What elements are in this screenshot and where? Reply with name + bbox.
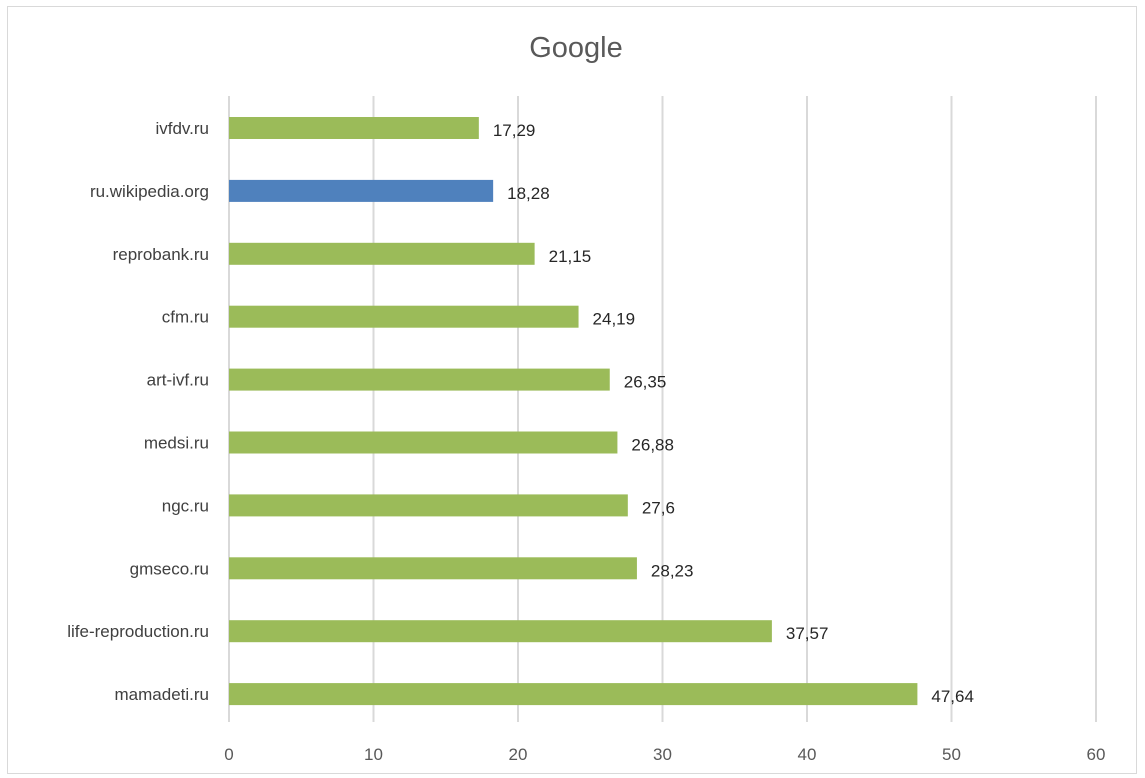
category-label: mamadeti.ru: [115, 685, 209, 704]
category-label: art-ivf.ru: [147, 371, 209, 390]
category-label: ru.wikipedia.org: [90, 182, 209, 201]
data-label: 27,6: [642, 498, 675, 517]
x-tick-label: 10: [364, 745, 383, 764]
category-label: cfm.ru: [162, 308, 209, 327]
x-tick-label: 60: [1087, 745, 1106, 764]
data-label: 26,88: [631, 436, 674, 455]
category-label: medsi.ru: [144, 434, 209, 453]
data-label: 17,29: [493, 121, 536, 140]
x-tick-label: 40: [798, 745, 817, 764]
category-labels: ivfdv.ru ru.wikipedia.org reprobank.ru cfm.…: [67, 119, 209, 704]
bar: [229, 368, 610, 391]
x-tick-label: 30: [653, 745, 672, 764]
bar: [229, 557, 637, 580]
x-tick-label: 50: [942, 745, 961, 764]
data-label: 21,15: [549, 247, 592, 266]
bar: [229, 620, 772, 643]
data-labels: 17,29 18,28 21,15 24,19 26,35 26,88 27,6 28,23 3…: [493, 121, 974, 706]
category-label: life-reproduction.ru: [67, 622, 209, 641]
x-tick-label: 0: [224, 745, 233, 764]
bar: [229, 242, 535, 265]
x-tick-label: 20: [509, 745, 528, 764]
bar: [229, 305, 579, 328]
x-axis-ticks: 0 10 20 30 40 50 60: [224, 745, 1105, 764]
data-label: 18,28: [507, 184, 550, 203]
category-label: ivfdv.ru: [155, 119, 209, 138]
chart-title: Google: [529, 32, 623, 64]
category-label: gmseco.ru: [130, 559, 209, 578]
data-label: 24,19: [593, 310, 636, 329]
data-label: 37,57: [786, 624, 829, 643]
bar: [229, 683, 918, 706]
bar: [229, 117, 479, 139]
bar: [229, 431, 618, 454]
data-label: 47,64: [931, 687, 974, 706]
category-label: ngc.ru: [162, 496, 209, 515]
data-label: 28,23: [651, 561, 694, 580]
bar: [229, 179, 494, 202]
data-label: 26,35: [624, 373, 667, 392]
bar: [229, 494, 628, 517]
bars: [229, 117, 918, 706]
category-label: reprobank.ru: [113, 245, 209, 264]
